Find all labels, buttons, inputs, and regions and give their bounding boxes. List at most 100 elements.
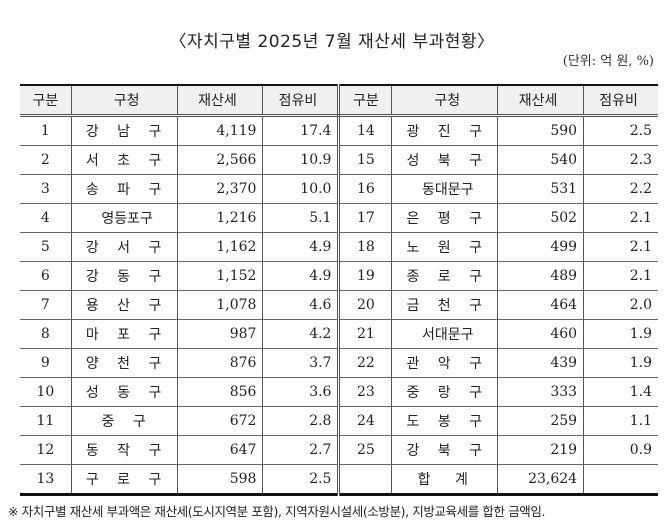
district-cell: 성 동 구 bbox=[71, 377, 178, 407]
share-cell: 2.2 bbox=[583, 174, 658, 204]
share-cell: 4.9 bbox=[262, 261, 341, 291]
header-no: 구분 bbox=[338, 85, 393, 117]
tax-cell: 1,162 bbox=[177, 232, 264, 262]
rank-cell: 4 bbox=[20, 203, 72, 233]
share-cell: 4.9 bbox=[262, 232, 341, 262]
rank-cell: 24 bbox=[338, 406, 393, 436]
district-cell: 양 천 구 bbox=[71, 348, 178, 378]
district-cell: 서 초 구 bbox=[71, 145, 178, 175]
header-tax: 재산세 bbox=[497, 85, 585, 117]
share-cell: 2.1 bbox=[583, 261, 658, 291]
share-cell: 2.5 bbox=[583, 115, 658, 146]
tax-cell: 502 bbox=[497, 203, 585, 233]
share-cell: 4.6 bbox=[262, 290, 341, 320]
share-cell: 2.1 bbox=[583, 232, 658, 262]
district-cell: 광 진 구 bbox=[391, 115, 499, 146]
share-cell: 2.5 bbox=[262, 464, 341, 495]
tax-cell: 540 bbox=[497, 145, 585, 175]
district-cell: 구 로 구 bbox=[71, 464, 178, 495]
district-cell: 영등포구 bbox=[71, 203, 178, 233]
share-cell: 3.6 bbox=[262, 377, 341, 407]
district-cell: 노 원 구 bbox=[391, 232, 499, 262]
district-cell: 금 천 구 bbox=[391, 290, 499, 320]
share-cell: 0.9 bbox=[583, 435, 658, 465]
rank-cell: 13 bbox=[20, 464, 72, 495]
header-district: 구청 bbox=[391, 85, 499, 117]
tax-cell: 856 bbox=[177, 377, 264, 407]
tax-cell: 987 bbox=[177, 319, 264, 349]
district-cell: 동대문구 bbox=[391, 174, 499, 204]
district-cell: 강 남 구 bbox=[71, 115, 178, 146]
total-blank-cell bbox=[338, 464, 393, 495]
district-cell: 송 파 구 bbox=[71, 174, 178, 204]
district-cell: 중 랑 구 bbox=[391, 377, 499, 407]
tax-cell: 672 bbox=[177, 406, 264, 436]
tax-cell: 333 bbox=[497, 377, 585, 407]
rank-cell: 8 bbox=[20, 319, 72, 349]
header-no: 구분 bbox=[20, 85, 72, 117]
table-row: 13 구 로 구 598 2.5 합 계 23,624 bbox=[20, 464, 658, 495]
share-cell: 2.8 bbox=[262, 406, 341, 436]
tax-cell: 598 bbox=[177, 464, 264, 495]
share-cell: 1.4 bbox=[583, 377, 658, 407]
header-share: 점유비 bbox=[262, 85, 341, 117]
table-row: 10 성 동 구 856 3.6 23 중 랑 구 333 1.4 bbox=[20, 377, 658, 407]
tax-cell: 464 bbox=[497, 290, 585, 320]
district-cell: 강 동 구 bbox=[71, 261, 178, 291]
share-cell: 3.7 bbox=[262, 348, 341, 378]
rank-cell: 2 bbox=[20, 145, 72, 175]
rank-cell: 3 bbox=[20, 174, 72, 204]
total-label: 합 계 bbox=[391, 464, 499, 495]
header-tax: 재산세 bbox=[177, 85, 264, 117]
rank-cell: 14 bbox=[338, 115, 393, 146]
share-cell: 2.3 bbox=[583, 145, 658, 175]
tax-cell: 876 bbox=[177, 348, 264, 378]
district-cell: 관 악 구 bbox=[391, 348, 499, 378]
tax-cell: 439 bbox=[497, 348, 585, 378]
header-district: 구청 bbox=[71, 85, 178, 117]
district-cell: 은 평 구 bbox=[391, 203, 499, 233]
share-cell: 2.7 bbox=[262, 435, 341, 465]
share-cell: 1.9 bbox=[583, 319, 658, 349]
rank-cell: 23 bbox=[338, 377, 393, 407]
rank-cell: 22 bbox=[338, 348, 393, 378]
unit-label: (단위: 억 원, %) bbox=[562, 54, 654, 69]
rank-cell: 21 bbox=[338, 319, 393, 349]
tax-cell: 460 bbox=[497, 319, 585, 349]
tax-cell: 219 bbox=[497, 435, 585, 465]
district-cell: 도 봉 구 bbox=[391, 406, 499, 436]
document-title: 〈자치구별 2025년 7월 재산세 부과현황〉 bbox=[169, 32, 495, 52]
share-cell: 4.2 bbox=[262, 319, 341, 349]
share-cell: 10.0 bbox=[262, 174, 341, 204]
rank-cell: 18 bbox=[338, 232, 393, 262]
share-cell: 17.4 bbox=[262, 115, 341, 146]
rank-cell: 1 bbox=[20, 115, 72, 146]
district-cell: 성 북 구 bbox=[391, 145, 499, 175]
header-share: 점유비 bbox=[583, 85, 658, 117]
rank-cell: 19 bbox=[338, 261, 393, 291]
tax-cell: 531 bbox=[497, 174, 585, 204]
tax-cell: 2,370 bbox=[177, 174, 264, 204]
district-cell: 동 작 구 bbox=[71, 435, 178, 465]
rank-cell: 5 bbox=[20, 232, 72, 262]
tax-cell: 489 bbox=[497, 261, 585, 291]
total-tax: 23,624 bbox=[497, 464, 585, 495]
tax-cell: 1,216 bbox=[177, 203, 264, 233]
tax-cell: 647 bbox=[177, 435, 264, 465]
district-cell: 종 로 구 bbox=[391, 261, 499, 291]
share-cell: 10.9 bbox=[262, 145, 341, 175]
district-cell: 서대문구 bbox=[391, 319, 499, 349]
district-cell: 용 산 구 bbox=[71, 290, 178, 320]
table-row: 12 동 작 구 647 2.7 25 강 북 구 219 0.9 bbox=[20, 435, 658, 465]
tax-cell: 259 bbox=[497, 406, 585, 436]
rank-cell: 25 bbox=[338, 435, 393, 465]
district-cell: 마 포 구 bbox=[71, 319, 178, 349]
share-cell: 5.1 bbox=[262, 203, 341, 233]
